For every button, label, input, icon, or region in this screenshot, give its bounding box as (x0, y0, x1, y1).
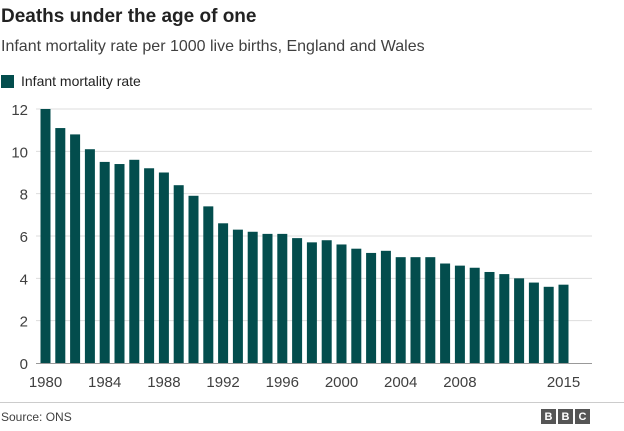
bar-2015 (558, 284, 569, 363)
legend-label: Infant mortality rate (21, 73, 141, 89)
x-tick-label: 2008 (443, 374, 476, 391)
source-note: Source: ONS (1, 410, 72, 424)
footer-divider (0, 402, 624, 403)
x-tick-label: 1996 (266, 374, 299, 391)
bar-1990 (188, 195, 199, 363)
y-tick-label: 2 (20, 314, 28, 331)
bar-1993 (232, 229, 243, 363)
x-tick-label: 1988 (147, 374, 180, 391)
bar-2005 (410, 257, 421, 363)
bar-2002 (366, 252, 377, 363)
bar-2011 (499, 274, 510, 363)
x-tick-label: 1984 (88, 374, 121, 391)
y-tick-label: 12 (11, 102, 28, 119)
bar-1997 (292, 238, 303, 363)
x-tick-label: 2000 (325, 374, 358, 391)
chart-subtitle: Infant mortality rate per 1000 live birt… (1, 38, 425, 55)
x-tick-label: 2015 (547, 374, 580, 391)
bar-2003 (380, 250, 391, 363)
bar-1988 (158, 172, 169, 363)
bar-2008 (454, 265, 465, 363)
y-tick-label: 10 (11, 144, 28, 161)
bar-2001 (351, 248, 362, 363)
bar-2009 (469, 267, 480, 363)
bar-1998 (306, 242, 317, 363)
legend: Infant mortality rate (1, 73, 141, 89)
bar-1995 (262, 233, 273, 363)
bar-2013 (528, 282, 539, 363)
bar-1983 (84, 149, 95, 363)
y-tick-label: 4 (20, 271, 28, 288)
y-tick-label: 8 (20, 187, 28, 204)
bar-1987 (144, 168, 155, 363)
y-tick-label: 6 (20, 229, 28, 246)
bar-2014 (543, 286, 554, 363)
x-tick-label: 2004 (384, 374, 417, 391)
bar-1986 (129, 159, 140, 363)
bar-2004 (395, 257, 406, 363)
bar-1992 (218, 223, 229, 363)
bar-1991 (203, 206, 214, 363)
bar-2006 (425, 257, 436, 363)
bar-2012 (514, 278, 525, 363)
bar-1989 (173, 185, 184, 363)
chart-title: Deaths under the age of one (1, 6, 257, 27)
bar-1981 (55, 128, 66, 363)
bar-1985 (114, 164, 125, 363)
bar-1982 (70, 134, 81, 363)
legend-swatch (1, 74, 14, 88)
bar-2010 (484, 271, 495, 363)
plot-area: 0 2 4 6 8 10 12 1980 1984 1988 1992 1996 2000 2004 200… (11, 102, 592, 391)
bar-1980 (40, 109, 51, 363)
bar-2000 (336, 244, 347, 363)
y-tick-label: 0 (20, 356, 28, 373)
bar-1999 (321, 240, 332, 363)
x-tick-label: 1992 (206, 374, 239, 391)
bar-1994 (247, 231, 258, 363)
bar-1996 (277, 233, 288, 363)
bar-2007 (440, 263, 451, 363)
x-tick-label: 1980 (29, 374, 62, 391)
bar-1984 (99, 161, 110, 363)
